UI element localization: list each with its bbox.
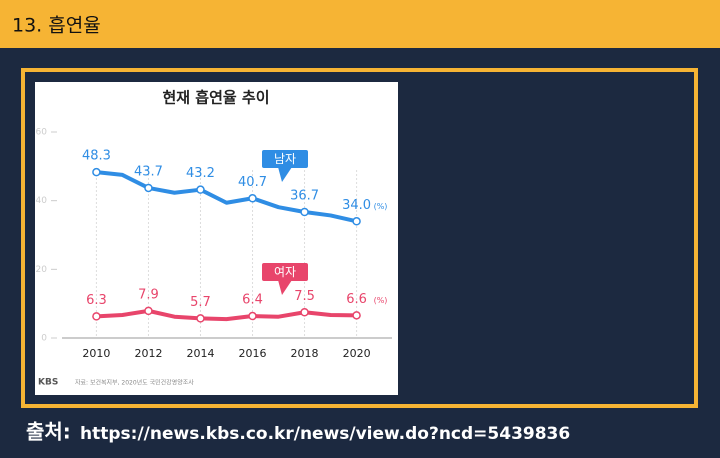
value-label: 7.9 — [138, 287, 159, 302]
x-tick-label: 2012 — [134, 347, 162, 360]
marker — [196, 185, 205, 194]
legend-tag — [262, 263, 308, 281]
value-label: 6.3 — [86, 293, 107, 308]
plot: 0 20 40 60 2010 2012 2014 2016 2018 2020 48.3 43.7 4… — [36, 128, 392, 360]
y-tick-label: 0 — [41, 334, 47, 344]
marker — [300, 308, 309, 317]
marker — [196, 314, 205, 323]
value-label: 7.5 — [294, 289, 315, 304]
frame — [21, 68, 698, 408]
marker — [248, 311, 257, 321]
marker — [300, 207, 309, 217]
series-line — [96, 308, 357, 322]
marker — [144, 306, 153, 316]
chart-image — [35, 82, 398, 395]
logo: KBS — [38, 378, 58, 388]
marker — [92, 167, 101, 177]
value-label: 6.4 — [242, 293, 263, 308]
marker — [92, 312, 101, 321]
value-label: 43.2 — [186, 166, 215, 181]
series-line — [96, 170, 358, 224]
source-url: https://news.kbs.co.kr/news/view.do?ncd=… — [80, 424, 570, 444]
marker — [248, 194, 257, 203]
source-label: 출처: — [26, 420, 71, 444]
legend-pointer — [278, 280, 292, 295]
x-tick-label: 2018 — [291, 347, 319, 360]
marker — [144, 183, 153, 193]
y-tick-label: 60 — [36, 128, 48, 138]
value-label: 48.3 — [82, 149, 111, 164]
value-label: 36.7 — [290, 188, 319, 203]
value-label: 40.7 — [238, 175, 267, 190]
marker — [352, 217, 361, 226]
value-label: 43.7 — [134, 164, 163, 179]
x-tick-label: 2014 — [186, 347, 214, 360]
legend-tag — [262, 150, 308, 168]
x-tick-label: 2016 — [239, 347, 267, 360]
unit-label: (%) — [374, 296, 388, 305]
legend-pointer — [278, 167, 292, 182]
value-label: 34.0 — [342, 198, 371, 213]
y-tick-label: 40 — [36, 196, 48, 206]
y-tick-label: 20 — [36, 265, 48, 275]
header-bar — [0, 0, 720, 48]
chart-note: 자료: 보건복지부, 2020년도 국민건강영양조사 — [75, 379, 194, 387]
x-tick-label: 2020 — [343, 347, 371, 360]
unit-label: (%) — [374, 202, 388, 211]
legend-label: 여자 — [274, 265, 296, 279]
value-label: 5.7 — [190, 295, 211, 310]
chart-title: 현재 흡연율 추이 — [162, 89, 269, 107]
legend-label: 남자 — [274, 152, 296, 166]
value-label: 6.6 — [346, 292, 367, 307]
marker — [352, 311, 361, 320]
header-title: 13. 흡연율 — [12, 15, 101, 37]
x-tick-label: 2010 — [82, 347, 110, 360]
